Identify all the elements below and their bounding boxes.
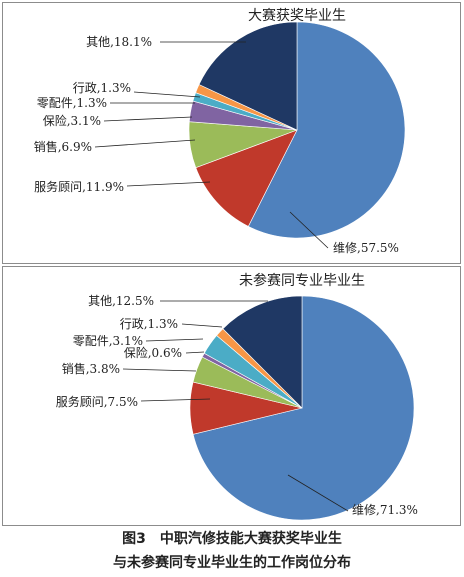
chart-title: 未参赛同专业毕业生 [239,272,365,289]
leader-line-service-advisor [140,398,211,402]
leader-line-admin [181,323,223,328]
pie-slice-service-advisor [195,129,298,227]
data-label-insurance: 保险,0.6% [124,345,182,360]
data-label-parts: 零配件,1.3% [37,96,107,110]
data-label-other: 其他,18.1% [86,35,152,49]
leader-line-repair [289,211,329,249]
leader-line-repair [287,474,349,512]
chart-title: 大赛获奖毕业生 [248,7,346,24]
data-label-sales: 销售,6.9% [34,139,92,154]
data-label-other: 其他,12.5% [88,294,154,308]
data-label-service-advisor: 服务顾问,7.5% [56,394,138,409]
leader-line-parts [145,338,204,342]
figure-caption-line-1: 图3 中职汽修技能大赛获奖毕业生 [122,531,342,547]
data-label-repair: 维修,57.5% [333,240,399,255]
pie-slice-repair [247,21,406,239]
leader-line-insurance [103,116,193,122]
leader-line-admin [133,91,201,98]
pie-slice-repair [192,295,415,521]
leader-line-service-advisor [126,181,211,187]
data-label-parts: 零配件,3.1% [73,334,143,348]
data-label-sales: 销售,3.8% [62,361,120,376]
pie-slice-other [222,295,303,409]
pie-slice-other [198,21,298,131]
leader-line-sales [122,368,197,372]
data-label-repair: 维修,71.3% [352,502,418,517]
data-label-admin: 行政,1.3% [73,81,131,95]
data-label-insurance: 保险,3.1% [43,113,101,128]
data-label-admin: 行政,1.3% [120,317,178,331]
leader-line-insurance [185,351,205,354]
data-label-service-advisor: 服务顾问,11.9% [34,179,124,194]
figure-caption-line-2: 与未参赛同专业毕业生的工作岗位分布 [113,555,351,571]
leader-line-sales [94,139,196,148]
